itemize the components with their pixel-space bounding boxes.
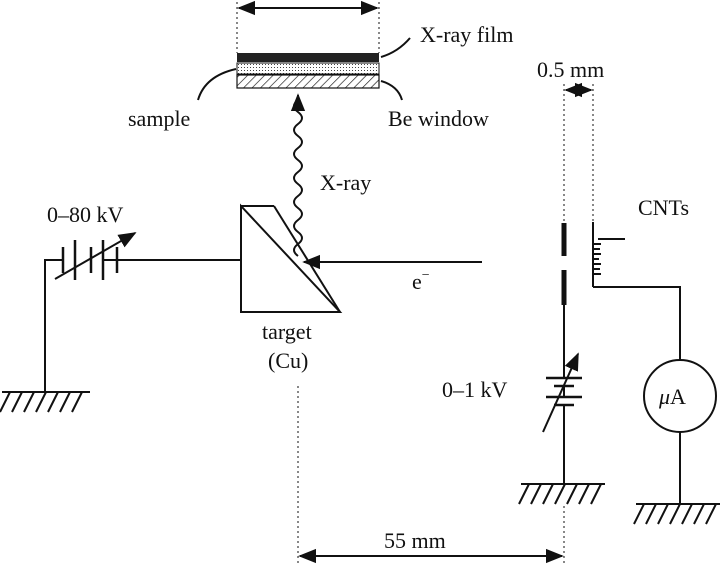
extract-battery [542, 352, 582, 433]
target-material-label: (Cu) [268, 348, 308, 373]
sample-leader [197, 68, 237, 101]
be-window-leader [380, 80, 403, 101]
xray-beam [290, 93, 306, 257]
hv-ground-wire [44, 259, 63, 392]
right-ground-icon [633, 503, 720, 525]
cnts-label: CNTs [638, 195, 689, 220]
film-stack [236, 53, 380, 89]
left-ground-icon [0, 391, 90, 413]
distance-label: 55 mm [384, 528, 446, 553]
xray-film-label: X-ray film [420, 22, 513, 47]
xray-film-layer [237, 53, 379, 62]
cnt-emitters [593, 243, 601, 275]
middle-ground-icon [518, 483, 605, 505]
target-cu [240, 203, 343, 313]
target-label: target [262, 319, 312, 344]
hv-battery [54, 232, 137, 280]
be-window-label: Be window [388, 106, 489, 131]
electron-sup: − [422, 268, 430, 283]
sample-layer [236, 62, 380, 75]
xray-label: X-ray [320, 170, 371, 195]
extract-supply-label: 0–1 kV [442, 377, 508, 402]
gap-label: 0.5 mm [537, 57, 604, 82]
cathode-wire [593, 286, 681, 360]
hv-supply-label: 0–80 kV [47, 202, 124, 227]
ammeter-label: μA [658, 384, 686, 409]
sample-label: sample [128, 106, 190, 131]
be-window-layer [236, 74, 380, 89]
electron-label: e− [412, 268, 430, 294]
xray-film-leader [380, 37, 411, 58]
